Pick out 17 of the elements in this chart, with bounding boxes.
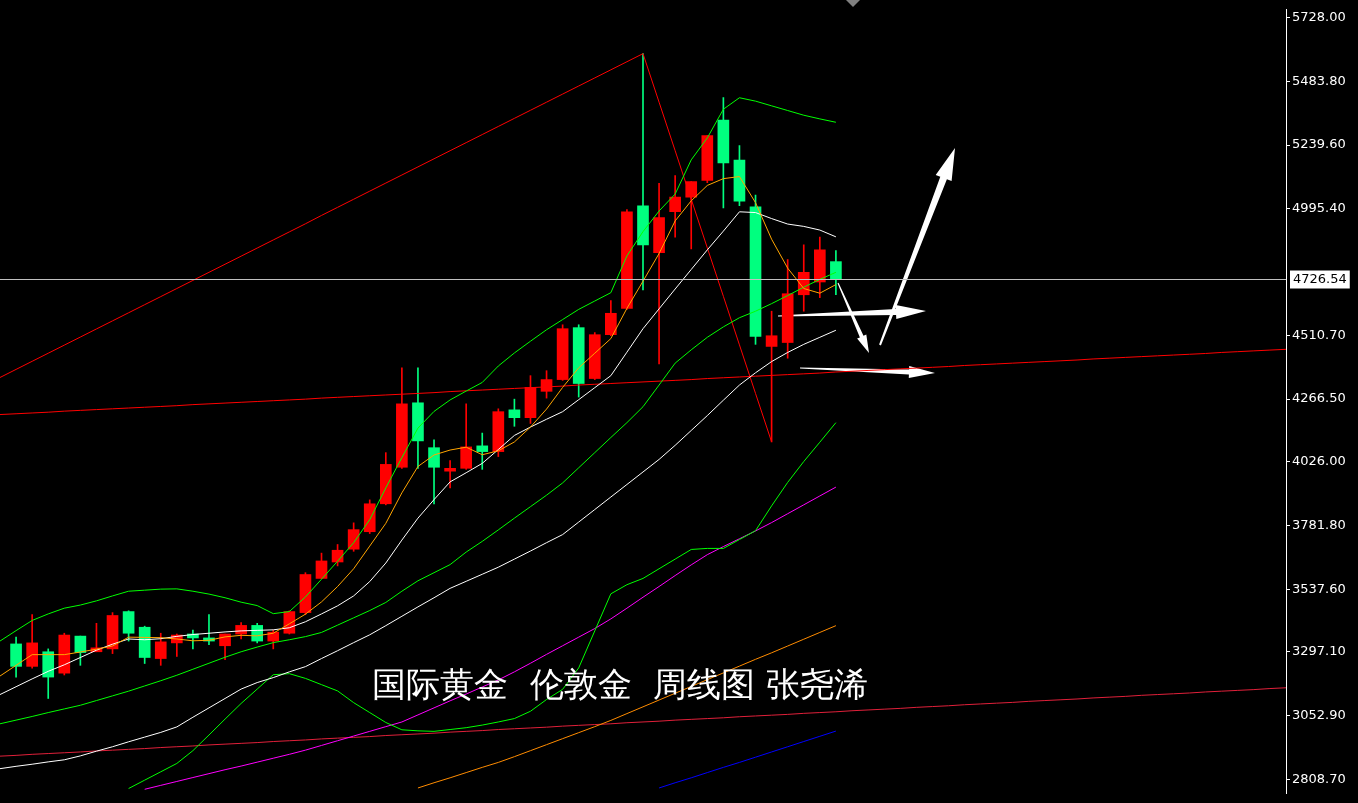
y-tick-label: 3052.90 [1292,707,1346,723]
candlestick [444,460,456,489]
y-tick-label: 5239.60 [1292,136,1346,152]
y-tick-label: 4510.70 [1292,326,1346,342]
y-tick-label: 3297.10 [1292,643,1346,659]
y-tick-label: 5728.00 [1292,9,1346,24]
y-tick-label: 5483.80 [1292,72,1346,88]
y-tick-label: 3537.60 [1292,580,1346,596]
y-tick-label: 4266.50 [1292,390,1346,406]
y-tick-label: 4995.40 [1292,200,1346,216]
y-tick-label: 2808.70 [1292,770,1346,786]
y-tick-label: 3781.80 [1292,516,1346,532]
ref-line-label: 4726.54 [1293,270,1347,286]
candlestick [637,53,649,291]
y-tick-label: 4026.00 [1292,453,1346,469]
candlestick [476,432,489,470]
candlestick [653,183,665,365]
